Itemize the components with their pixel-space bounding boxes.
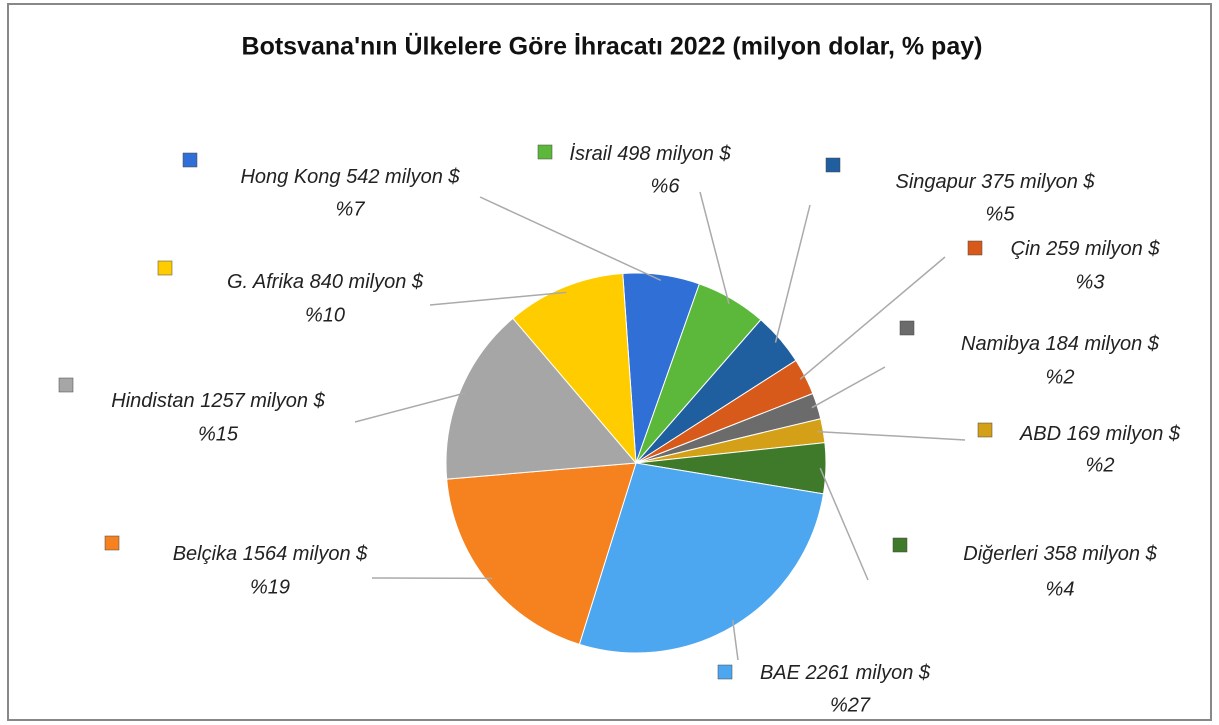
slice-label: Hong Kong 542 milyon $ (240, 166, 460, 188)
share-label: %2 (1086, 454, 1115, 476)
legend-marker (182, 152, 198, 168)
share-label: %3 (1076, 271, 1105, 293)
chart-title: Botsvana'nın Ülkelere Göre İhracatı 2022… (242, 32, 983, 61)
share-label: %19 (250, 576, 290, 598)
value-label: 542 milyon $ (346, 166, 460, 188)
leader-line (811, 366, 886, 409)
slice-label: İsrail 498 milyon $ (569, 143, 731, 165)
slice-label: Belçika 1564 milyon $ (173, 543, 368, 565)
category-name: ABD (1019, 423, 1061, 445)
slice-label: BAE 2261 milyon $ (760, 662, 931, 684)
pie-slice (445, 317, 638, 480)
category-name: Hong Kong (240, 166, 340, 188)
leader-line (774, 204, 811, 343)
category-name: Hindistan (111, 390, 194, 412)
share-label: %2 (1046, 366, 1075, 388)
value-label: 259 milyon $ (1045, 238, 1160, 260)
leader-line (479, 196, 662, 282)
category-name: Namibya (961, 333, 1040, 355)
category-name: G. Afrika (227, 271, 304, 293)
value-label: 498 milyon $ (617, 143, 731, 165)
value-label: 2261 milyon $ (805, 662, 931, 684)
slice-label: Diğerleri 358 milyon $ (963, 543, 1157, 565)
slice-label: ABD 169 milyon $ (1019, 423, 1181, 445)
value-label: 184 milyon $ (1046, 333, 1160, 355)
leader-line (429, 291, 567, 306)
leader-line (731, 619, 739, 661)
pie-slice (578, 462, 825, 654)
leader-line (354, 392, 466, 423)
share-label: %7 (336, 198, 366, 220)
legend-marker (977, 422, 993, 438)
legend-marker (157, 260, 173, 276)
share-label: %5 (986, 203, 1016, 225)
leader-line (799, 256, 946, 380)
pie-slice (446, 462, 637, 645)
category-name: Çin (1011, 238, 1041, 260)
legend-marker (58, 377, 74, 393)
pie-slice (512, 272, 637, 465)
leader-line (817, 430, 966, 441)
category-name: İsrail (569, 143, 612, 165)
legend-marker (967, 240, 983, 256)
slice-label: Hindistan 1257 milyon $ (111, 390, 325, 412)
legend-marker (537, 144, 553, 160)
value-label: 840 milyon $ (310, 271, 424, 293)
legend-marker (104, 535, 120, 551)
leader-line (699, 191, 730, 305)
category-name: Singapur (895, 171, 976, 193)
slice-label: Namibya 184 milyon $ (961, 333, 1160, 355)
share-label: %6 (651, 175, 681, 197)
share-label: %15 (198, 423, 239, 445)
value-label: 358 milyon $ (1043, 543, 1157, 565)
leader-line (819, 467, 869, 581)
slice-label: Singapur 375 milyon $ (895, 171, 1095, 193)
value-label: 169 milyon $ (1067, 423, 1181, 445)
value-label: 1257 milyon $ (200, 390, 325, 412)
slice-label: G. Afrika 840 milyon $ (227, 271, 424, 293)
category-name: BAE (760, 662, 801, 684)
legend-marker (717, 664, 733, 680)
value-label: 375 milyon $ (981, 171, 1095, 193)
share-label: %4 (1046, 578, 1075, 600)
category-name: Belçika (173, 543, 237, 565)
legend-marker (825, 157, 841, 173)
value-label: 1564 milyon $ (243, 543, 368, 565)
share-label: %27 (830, 694, 871, 716)
legend-marker (892, 537, 908, 553)
share-label: %10 (305, 304, 345, 326)
legend-marker (899, 320, 915, 336)
slice-label: Çin 259 milyon $ (1011, 238, 1161, 260)
category-name: Diğerleri (963, 543, 1038, 565)
